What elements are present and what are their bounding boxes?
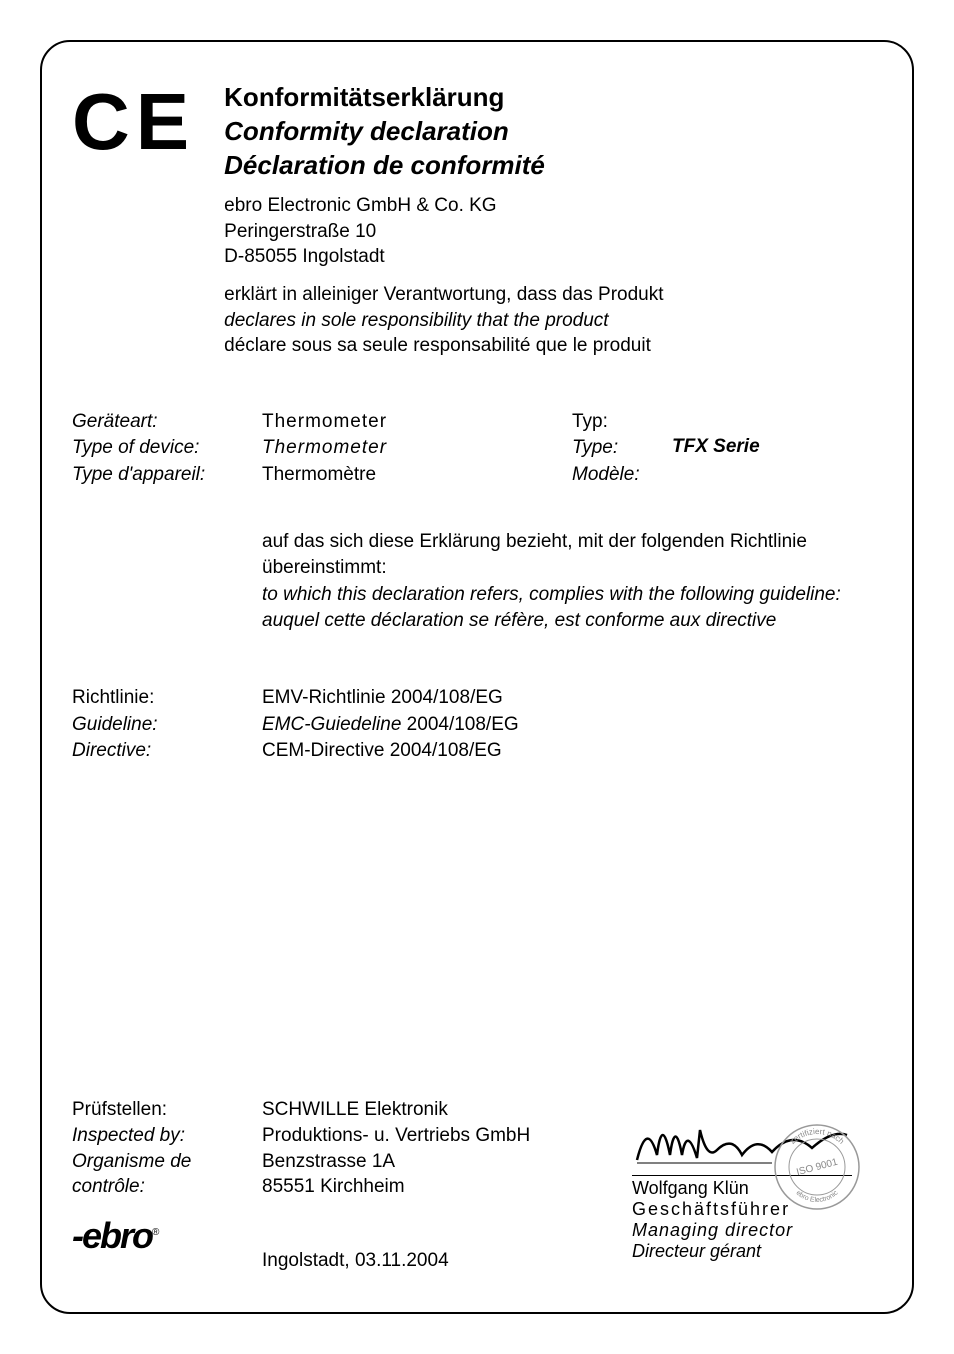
model-label-fr: Modèle:	[572, 462, 672, 489]
intro-english: declares in sole responsibility that the…	[224, 308, 882, 334]
intro-french: déclare sous sa seule responsabilité que…	[224, 333, 882, 359]
model-value: TFX Serie	[672, 409, 760, 489]
inspector-dept: Produktions- u. Vertriebs GmbH	[262, 1123, 530, 1149]
device-type-label-en: Type of device:	[72, 435, 262, 462]
ebro-logo: -ebro®	[72, 1215, 262, 1257]
guideline-label-fr: Directive:	[72, 738, 262, 765]
inspector-city: 85551 Kirchheim	[262, 1174, 530, 1200]
title-english: Conformity declaration	[224, 116, 882, 147]
guideline-label-de: Richtlinie:	[72, 685, 262, 712]
guideline-label-en: Guideline:	[72, 712, 262, 739]
title-french: Déclaration de conformité	[224, 150, 882, 181]
model-section: Typ: Type: Modèle: TFX Serie	[572, 409, 760, 489]
footer-section: Prüfstellen: Inspected by: Organisme de …	[72, 1097, 882, 1272]
device-type-row: Geräteart: Type of device: Type d'appare…	[72, 409, 882, 489]
guideline-values: EMV-Richtlinie 2004/108/EG EMC-Guiedelin…	[262, 685, 519, 765]
model-labels: Typ: Type: Modèle:	[572, 409, 672, 489]
compliance-fr: auquel cette déclaration se réfère, est …	[262, 608, 882, 635]
inspector-values: SCHWILLE Elektronik Produktions- u. Vert…	[262, 1097, 530, 1200]
device-type-value-fr: Thermomètre	[262, 462, 572, 489]
device-type-value-en: Thermometer	[262, 435, 572, 462]
guideline-value-de: EMV-Richtlinie 2004/108/EG	[262, 685, 519, 712]
declaration-date: Ingolstadt, 03.11.2004	[262, 1215, 449, 1272]
inspector-label-en: Inspected by:	[72, 1123, 262, 1149]
signer-title-fr: Directeur gérant	[632, 1241, 852, 1262]
company-street: Peringerstraße 10	[224, 219, 882, 245]
guideline-value-en: EMC-Guiedeline 2004/108/EG	[262, 712, 519, 739]
compliance-text: auf das sich diese Erklärung bezieht, mi…	[262, 529, 882, 635]
device-type-value-de: Thermometer	[262, 409, 572, 436]
inspector-label-de: Prüfstellen:	[72, 1097, 262, 1123]
compliance-en: to which this declaration refers, compli…	[262, 582, 882, 609]
title-german: Konformitätserklärung	[224, 82, 882, 113]
svg-text:ebro Electronic: ebro Electronic	[795, 1189, 840, 1204]
svg-text:ISO 9001: ISO 9001	[795, 1157, 839, 1179]
ce-mark-icon: C E	[72, 82, 184, 359]
inspector-labels: Prüfstellen: Inspected by: Organisme de …	[72, 1097, 262, 1200]
certification-stamp-icon: zertifiziert nach ebro Electronic ISO 90…	[772, 1122, 862, 1212]
device-type-values: Thermometer Thermometer Thermomètre	[262, 409, 572, 489]
model-label-de: Typ:	[572, 409, 672, 436]
header-content: Konformitätserklärung Conformity declara…	[224, 82, 882, 359]
company-info: ebro Electronic GmbH & Co. KG Peringerst…	[224, 193, 882, 270]
device-type-label-de: Geräteart:	[72, 409, 262, 436]
company-city: D-85055 Ingolstadt	[224, 244, 882, 270]
signer-title-en: Managing director	[632, 1220, 852, 1241]
signature-block: Wolfgang Klün Geschäftsführer Managing d…	[632, 1100, 852, 1262]
guideline-row: Richtlinie: Guideline: Directive: EMV-Ri…	[72, 685, 882, 765]
device-type-label-fr: Type d'appareil:	[72, 462, 262, 489]
model-label-en: Type:	[572, 435, 672, 462]
inspector-name: SCHWILLE Elektronik	[262, 1097, 530, 1123]
inspector-street: Benzstrasse 1A	[262, 1149, 530, 1175]
compliance-de-1: auf das sich diese Erklärung bezieht, mi…	[262, 529, 882, 556]
guideline-labels: Richtlinie: Guideline: Directive:	[72, 685, 262, 765]
declaration-intro: erklärt in alleiniger Verantwortung, das…	[224, 282, 882, 359]
device-type-labels: Geräteart: Type of device: Type d'appare…	[72, 409, 262, 489]
guideline-value-fr: CEM-Directive 2004/108/EG	[262, 738, 519, 765]
company-name: ebro Electronic GmbH & Co. KG	[224, 193, 882, 219]
header-row: C E Konformitätserklärung Conformity dec…	[72, 82, 882, 359]
intro-german: erklärt in alleiniger Verantwortung, das…	[224, 282, 882, 308]
document-frame: C E Konformitätserklärung Conformity dec…	[40, 40, 914, 1314]
inspector-label-fr: Organisme de contrôle:	[72, 1149, 262, 1200]
compliance-de-2: übereinstimmt:	[262, 555, 882, 582]
